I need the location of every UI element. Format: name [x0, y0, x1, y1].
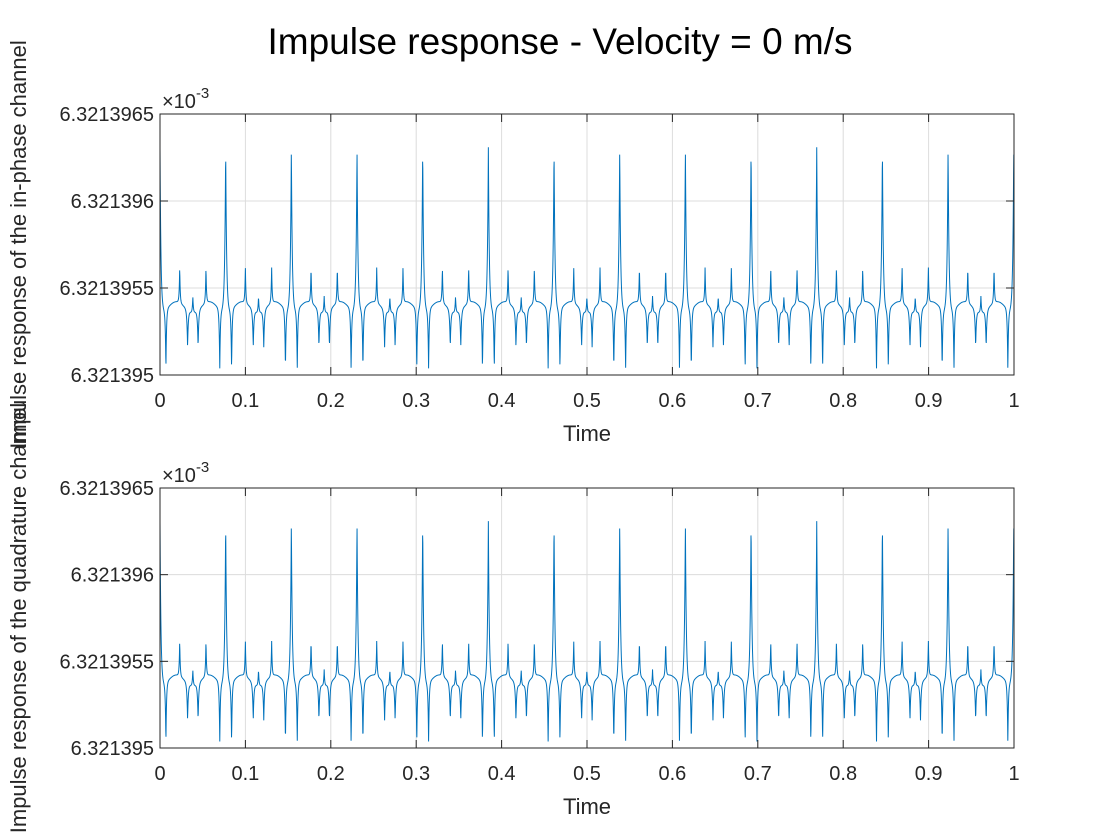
tick-marks: [159, 487, 1015, 749]
x-tick-label: 0.6: [658, 390, 686, 412]
x-tick-label: 0.8: [829, 390, 857, 412]
y-tick-label: 6.3213965: [59, 104, 154, 126]
y-tick-label: 6.321395: [71, 365, 154, 387]
x-tick-label: 0.2: [317, 390, 345, 412]
series-line: [159, 147, 1015, 369]
x-axis-label: Time: [563, 421, 611, 446]
y-tick-label: 6.3213955: [59, 651, 154, 673]
exponent-base: ×10: [162, 465, 196, 487]
exponent-power: -3: [196, 459, 209, 476]
x-tick-label: 0.7: [744, 390, 772, 412]
x-tick-label: 0.3: [402, 763, 430, 785]
x-tick-label: 0.1: [231, 390, 259, 412]
x-tick-label: 0.9: [915, 390, 943, 412]
y-tick-label: 6.321395: [71, 738, 154, 760]
y-tick-label: 6.321396: [71, 191, 154, 213]
x-tick-label: 0.3: [402, 390, 430, 412]
y-tick-label: 6.321396: [71, 565, 154, 587]
exponent-base: ×10: [162, 91, 196, 113]
x-tick-label: 0.4: [488, 763, 516, 785]
x-tick-label: 0.8: [829, 763, 857, 785]
exponent-label: ×10-3: [162, 459, 209, 487]
x-tick-label: 0: [154, 763, 165, 785]
x-tick-label: 0.2: [317, 763, 345, 785]
x-tick-label: 0.1: [231, 763, 259, 785]
x-tick-label: 0: [154, 390, 165, 412]
x-tick-label: 1: [1008, 763, 1019, 785]
x-tick-label: 0.7: [744, 763, 772, 785]
x-tick-label: 1: [1008, 390, 1019, 412]
x-tick-labels: 0 0.1 0.2 0.3 0.4 0.5 0.6 0.7 0.8 0.9 1: [154, 763, 1019, 785]
y-tick-label: 6.3213955: [59, 278, 154, 300]
y-tick-label: 6.3213965: [59, 478, 154, 500]
subplot-in-phase: 0 0.1 0.2 0.3 0.4 0.5 0.6 0.7 0.8 0.9 1 6.3213956.…: [6, 40, 1020, 448]
y-axis-label: Impulse response of the in-phase channel: [6, 40, 31, 448]
subplot-quadrature: 0 0.1 0.2 0.3 0.4 0.5 0.6 0.7 0.8 0.9 1 6.3213956.…: [6, 403, 1020, 834]
tick-marks: [159, 113, 1015, 376]
x-tick-label: 0.9: [915, 763, 943, 785]
exponent-power: -3: [196, 85, 209, 102]
x-tick-label: 0.5: [573, 763, 601, 785]
series-line: [159, 521, 1015, 742]
y-tick-labels: 6.321395 6.3213955 6.321396 6.3213965: [59, 478, 154, 760]
x-axis-label: Time: [563, 794, 611, 819]
figure-title: Impulse response - Velocity = 0 m/s: [267, 21, 852, 62]
y-tick-labels: 6.321395 6.3213955 6.321396 6.3213965: [59, 104, 154, 387]
exponent-label: ×10-3: [162, 85, 209, 113]
x-tick-labels: 0 0.1 0.2 0.3 0.4 0.5 0.6 0.7 0.8 0.9 1: [154, 390, 1019, 412]
x-tick-label: 0.5: [573, 390, 601, 412]
y-axis-label: Impulse response of the quadrature chann…: [6, 403, 31, 834]
x-tick-label: 0.4: [488, 390, 516, 412]
x-tick-label: 0.6: [658, 763, 686, 785]
